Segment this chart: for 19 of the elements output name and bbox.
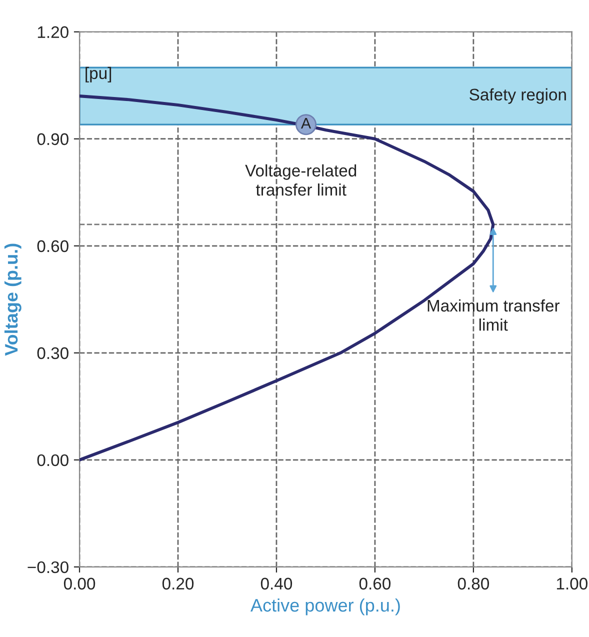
- x-tick-label: 0.40: [260, 578, 292, 590]
- y-tick-label: −0.30: [28, 561, 68, 574]
- x-tick-label: 0.00: [64, 578, 96, 590]
- y-axis-title: Voltage (p.u.): [4, 244, 22, 356]
- annotation: Voltage-related transfer limit: [245, 164, 356, 196]
- x-tick-label: 1.00: [556, 578, 588, 590]
- x-tick-label: 0.20: [162, 578, 194, 590]
- annotation: Maximum transfer limit: [428, 299, 560, 331]
- x-tick-label: 0.60: [359, 578, 391, 590]
- x-axis-title: Active power (p.u.): [250, 598, 400, 616]
- y-tick-label: 0.60: [37, 240, 68, 252]
- x-tick-label: 0.80: [458, 578, 490, 590]
- annotation: A: [300, 118, 312, 129]
- y-tick-label: 0.90: [37, 133, 68, 146]
- y-tick-label: 0.30: [37, 347, 68, 360]
- y-tick-label: 1.20: [38, 26, 68, 38]
- y-tick-label: 0.00: [37, 454, 68, 466]
- band-label: Safety region: [470, 88, 566, 104]
- annotation: [pu]: [86, 66, 112, 82]
